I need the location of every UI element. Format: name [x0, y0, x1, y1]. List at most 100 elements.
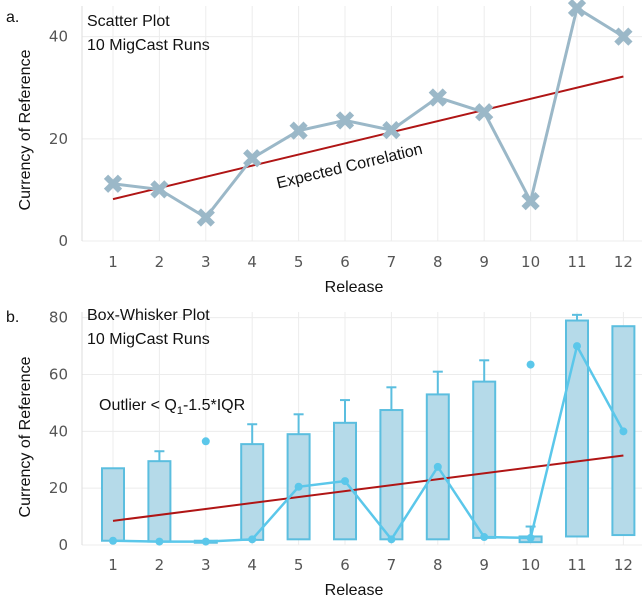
scatter-point [335, 111, 355, 130]
box-rect [472, 380, 497, 539]
scatter-subtitle: 10 MigCast Runs [87, 37, 210, 54]
annotation-prefix: Outlier < Q [99, 397, 177, 414]
box-x-tick: 6 [340, 556, 350, 574]
scatter-point [614, 27, 633, 46]
box-outlier [201, 437, 210, 446]
scatter-x-tick: 7 [387, 253, 397, 271]
scatter-point [243, 149, 262, 168]
box-median-point [155, 537, 164, 546]
box-title: Box-Whisker Plot [87, 307, 210, 324]
scatter-x-tick: 11 [567, 253, 586, 271]
box-median-point [387, 535, 396, 544]
scatter-x-tick: 8 [433, 253, 443, 271]
box-item [286, 413, 311, 541]
box-x-tick: 2 [155, 556, 165, 574]
box-outlier-annotation: Outlier < Q1-1.5*IQR [99, 397, 245, 417]
scatter-series [103, 0, 633, 227]
box-rect [147, 460, 172, 543]
box-y-tick: 60 [49, 366, 68, 384]
box-item [147, 450, 172, 543]
scatter-point [567, 0, 587, 18]
scatter-trend-label: Expected Correlation [275, 141, 424, 192]
box-median-point [480, 533, 489, 542]
box-median-point [201, 537, 210, 546]
scatter-point [150, 180, 169, 199]
scatter-trend-line [112, 75, 624, 201]
box-median-point [526, 533, 535, 542]
box-y-tick: 80 [49, 309, 68, 327]
scatter-x-tick: 6 [340, 253, 350, 271]
box-subtitle: 10 MigCast Runs [87, 331, 210, 348]
box-item [425, 370, 450, 541]
scatter-x-ticks: 1 2 3 4 5 6 7 8 9 10 11 12 [108, 253, 633, 271]
box-x-tick: 9 [479, 556, 489, 574]
scatter-y-ticks: 0 20 40 [49, 28, 68, 250]
box-median-point [109, 536, 117, 545]
scatter-y-tick: 40 [49, 28, 68, 46]
box-x-ticks: 1 2 3 4 5 6 7 8 9 10 11 12 [108, 556, 633, 574]
scatter-x-tick: 9 [479, 253, 489, 271]
box-item [379, 386, 404, 541]
scatter-point [196, 208, 215, 227]
box-rect [101, 467, 125, 542]
box-rect [240, 443, 265, 541]
box-x-tick: 8 [433, 556, 443, 574]
box-trend [112, 454, 624, 522]
box-trend-line [112, 454, 624, 522]
box-median-point [294, 482, 303, 491]
box-x-axis-label: Release [325, 582, 384, 599]
scatter-point [382, 121, 401, 140]
scatter-point [428, 88, 447, 107]
box-median-point [573, 342, 581, 351]
annotation-subscript: 1 [177, 405, 183, 417]
box-y-tick: 0 [58, 536, 68, 554]
box-panel-label: b. [6, 309, 19, 326]
scatter-x-tick: 1 [108, 253, 118, 271]
box-median-point [433, 462, 442, 471]
box-rect [379, 409, 404, 541]
box-x-tick: 5 [294, 556, 304, 574]
scatter-point [521, 192, 540, 211]
scatter-y-tick: 0 [58, 232, 68, 250]
scatter-panel-label: a. [6, 9, 19, 26]
box-x-tick: 4 [247, 556, 257, 574]
scatter-y-tick: 20 [49, 130, 68, 148]
box-x-tick: 7 [387, 556, 397, 574]
box-item [565, 313, 589, 538]
scatter-point [475, 103, 494, 122]
box-median-point [619, 427, 628, 436]
scatter-trend [112, 75, 624, 201]
box-x-tick: 1 [108, 556, 118, 574]
box-x-tick: 11 [567, 556, 586, 574]
box-item [472, 359, 497, 539]
box-y-tick: 40 [49, 422, 68, 440]
box-item [240, 423, 265, 541]
annotation-suffix: -1.5*IQR [183, 397, 245, 414]
scatter-x-tick: 5 [294, 253, 304, 271]
scatter-x-tick: 4 [247, 253, 257, 271]
box-x-tick: 10 [521, 556, 540, 574]
box-x-tick: 3 [201, 556, 211, 574]
box-y-axis-label: Currency of Reference [17, 356, 34, 517]
scatter-x-tick: 3 [201, 253, 211, 271]
scatter-x-tick: 12 [614, 253, 633, 271]
scatter-x-axis-label: Release [325, 279, 384, 296]
box-item [101, 467, 125, 542]
scatter-point [289, 121, 308, 140]
box-median-point [248, 535, 257, 544]
box-outlier [526, 360, 535, 369]
box-median-line [109, 342, 628, 546]
box-median-point [341, 477, 349, 486]
scatter-x-tick: 2 [155, 253, 165, 271]
box-y-tick: 20 [49, 479, 68, 497]
scatter-x-tick: 10 [521, 253, 540, 271]
box-item [333, 399, 357, 541]
scatter-title: Scatter Plot [87, 13, 170, 30]
box-median-polyline [112, 342, 625, 543]
box-y-ticks: 0 20 40 60 80 [49, 309, 68, 554]
scatter-y-axis-label: Currency of Reference [17, 49, 34, 210]
scatter-point [103, 174, 123, 193]
